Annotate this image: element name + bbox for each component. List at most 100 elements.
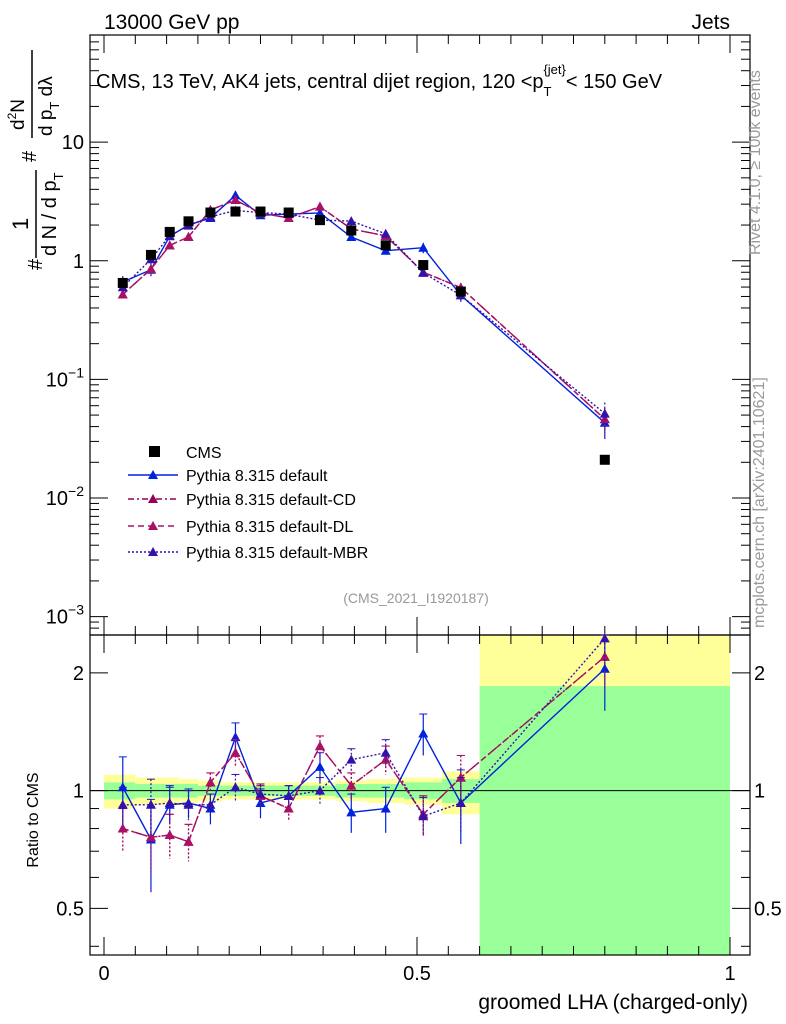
legend-label-0: Pythia 8.315 default xyxy=(186,468,328,485)
upper-tick-label: 1 xyxy=(73,251,84,273)
x-tick-label: 1 xyxy=(724,963,735,985)
data-point-2 xyxy=(164,226,175,237)
ratio-marker-3-8 xyxy=(314,785,325,795)
upper-line-3 xyxy=(122,209,606,415)
upper-marker-0-5 xyxy=(230,190,241,200)
x-axis-label: groomed LHA (charged-only) xyxy=(478,991,748,1014)
data-point-4 xyxy=(205,207,216,218)
legend-marker-1 xyxy=(148,494,158,503)
header-left: 13000 GeV pp xyxy=(104,11,239,34)
upper-line-2 xyxy=(122,199,606,420)
data-point-7 xyxy=(283,207,294,218)
ratio-marker-3-2 xyxy=(164,797,175,807)
ratio-frame xyxy=(89,634,751,956)
upper-line-1 xyxy=(122,199,606,420)
upper-tick-label: 10−1 xyxy=(46,364,84,391)
data-point-0 xyxy=(117,277,128,288)
ratio-tick-label-left: 0.5 xyxy=(56,898,84,920)
x-tick-label: 0 xyxy=(98,963,109,985)
ylabel-d2n: d2N xyxy=(5,99,29,130)
data-point-8 xyxy=(314,215,325,226)
ratio-marker-2-8 xyxy=(314,741,325,751)
upper-series xyxy=(117,190,610,465)
title-sub: T xyxy=(544,84,552,99)
ratio-marker-0-10 xyxy=(380,803,391,813)
ratio-marker-3-5 xyxy=(230,782,241,792)
ratio-marker-2-2 xyxy=(164,830,175,840)
side-label-mcplots: mcplots.cern.ch [arXiv:2401.10621] xyxy=(751,377,768,628)
ratio-marker-2-5 xyxy=(230,747,241,757)
upper-marker-2-2 xyxy=(164,240,175,250)
title-end: < 150 GeV xyxy=(566,71,663,93)
ratio-marker-2-10 xyxy=(380,754,391,764)
ratio-marker-0-5 xyxy=(230,732,241,742)
ratio-marker-3-12 xyxy=(455,797,466,807)
band-green-13 xyxy=(479,686,730,955)
upper-marker-0-8 xyxy=(314,207,325,217)
upper-marker-3-11 xyxy=(418,267,429,277)
upper-marker-3-9 xyxy=(346,216,357,226)
ratio-marker-3-3 xyxy=(183,799,194,809)
data-point-6 xyxy=(255,206,266,217)
ratio-marker-2-4 xyxy=(205,777,216,787)
data-point-12 xyxy=(455,286,466,297)
ratio-marker-3-1 xyxy=(145,799,156,809)
upper-marker-2-0 xyxy=(117,289,128,299)
ratio-marker-2-0 xyxy=(117,823,128,833)
data-point-3 xyxy=(183,216,194,227)
ratio-ylabel: Ratio to CMS xyxy=(25,772,42,867)
legend: CMS Pythia 8.315 default Pythia 8.315 defa… xyxy=(128,445,368,562)
ratio-marker-3-11 xyxy=(418,811,429,821)
legend-label-1: Pythia 8.315 default-CD xyxy=(186,492,356,509)
upper-marker-3-13 xyxy=(599,408,610,418)
ratio-tick-label-left: 2 xyxy=(73,663,84,685)
ylabel-one: 1 xyxy=(8,218,33,230)
ratio-marker-2-1 xyxy=(145,832,156,842)
side-label-rivet: Rivet 4.1.0, ≥ 100k events xyxy=(747,70,764,255)
data-point-10 xyxy=(380,240,391,251)
upper-y-ticks: 10−3 10−2 10−1 1 10 xyxy=(46,34,750,636)
legend-marker-cms xyxy=(149,446,160,457)
ratio-tick-label-left: 1 xyxy=(73,781,84,803)
legend-label-2: Pythia 8.315 default-DL xyxy=(186,519,353,536)
ylabel-hash-2: # xyxy=(19,150,41,162)
ratio-marker-3-13 xyxy=(599,633,610,643)
ratio-marker-3-0 xyxy=(117,799,128,809)
data-point-11 xyxy=(418,260,429,271)
upper-tick-label: 10−2 xyxy=(46,483,84,510)
upper-marker-2-3 xyxy=(183,231,194,241)
ratio-marker-0-8 xyxy=(314,761,325,771)
data-point-5 xyxy=(230,206,241,217)
ratio-y-ticks: 0.5 0.5 1 1 2 2 xyxy=(56,663,782,947)
plot-frames xyxy=(89,34,751,956)
ratio-marker-2-7 xyxy=(283,803,294,813)
upper-tick-label: 10 xyxy=(62,132,84,154)
legend-label-cms: CMS xyxy=(186,445,222,462)
data-point-1 xyxy=(145,249,156,260)
ylabel-dn: d N / d pT xyxy=(39,172,66,256)
data-point-13 xyxy=(599,454,610,465)
ratio-marker-0-11 xyxy=(418,728,429,738)
upper-marker-2-8 xyxy=(314,201,325,211)
title-sup: {jet} xyxy=(543,62,566,77)
ratio-marker-3-4 xyxy=(205,799,216,809)
ratio-line-3 xyxy=(122,637,606,818)
legend-marker-0 xyxy=(148,470,158,479)
ratio-marker-3-6 xyxy=(255,789,266,799)
upper-marker-3-10 xyxy=(380,228,391,238)
plot-title: CMS, 13 TeV, AK4 jets, central dijet reg… xyxy=(96,62,663,99)
legend-marker-3 xyxy=(148,547,158,556)
ylabel-dpt: d pT dλ xyxy=(36,76,62,136)
title-main: CMS, 13 TeV, AK4 jets, central dijet reg… xyxy=(96,71,544,93)
ratio-marker-3-10 xyxy=(380,747,391,757)
ylabel-hash-1: # xyxy=(25,258,47,270)
ratio-tick-label-right: 2 xyxy=(754,663,765,685)
upper-marker-2-5 xyxy=(230,195,241,205)
ratio-series xyxy=(117,633,610,893)
legend-marker-2 xyxy=(148,521,158,530)
ratio-marker-0-9 xyxy=(346,807,357,817)
ratio-marker-3-7 xyxy=(283,790,294,800)
x-ticks: 0 0.5 1 xyxy=(98,35,736,985)
upper-ylabel: # 1 d N / d pT # d2N d pT dλ xyxy=(5,50,66,270)
ratio-marker-2-3 xyxy=(183,836,194,846)
